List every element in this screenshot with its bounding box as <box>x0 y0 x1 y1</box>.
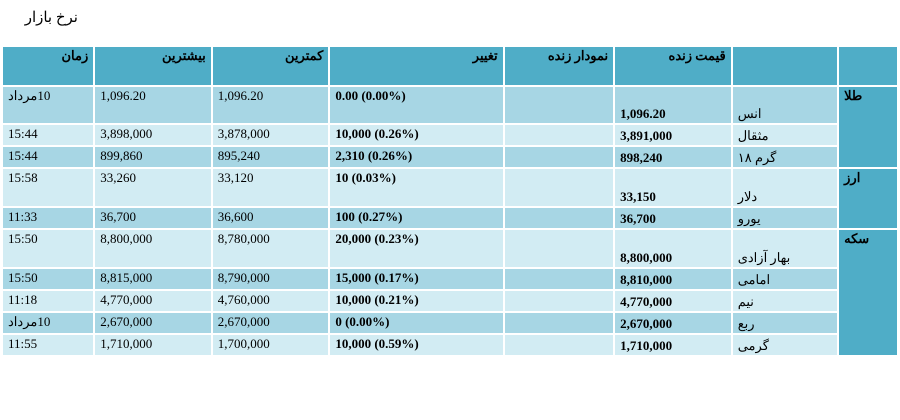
change-cell: 0.00 (0.00%) <box>330 87 503 123</box>
instrument-name: گرم ۱۸ <box>732 147 838 167</box>
table-row: 11:18 4,770,000 4,760,000 10,000 (0.21%) 4,7… <box>3 291 897 311</box>
change-cell: 10,000 (0.59%) <box>330 335 503 355</box>
header-time: زمان <box>3 47 94 85</box>
header-row: زمان بیشترین کمترین تغییر نمودار زنده قی… <box>3 47 897 85</box>
table-row: 10مرداد 1,096.20 1,096.20 0.00 (0.00%) 1,096… <box>3 87 897 167</box>
price-cell: 1,096.20 <box>615 87 731 123</box>
time-cell: 15:58 <box>3 169 94 206</box>
page-title: نرخ بازار <box>24 10 78 26</box>
low-cell: 895,240 <box>212 147 329 167</box>
time-cell: 10مرداد <box>3 87 94 123</box>
table-row: 11:33 36,700 36,600 100 (0.27%) 36,700 یورو <box>3 208 897 228</box>
header-name <box>732 47 838 85</box>
table-row: 11:55 1,710,000 1,700,000 10,000 (0.59%) 1,7… <box>3 335 897 355</box>
low-cell: 8,780,000 <box>212 230 329 267</box>
instrument-name: ربع <box>732 313 838 333</box>
price-cell: 4,770,000 <box>615 291 731 311</box>
header-chart: نمودار زنده <box>504 47 614 85</box>
instrument-name: گرمی <box>732 335 838 355</box>
price-cell: 8,810,000 <box>615 269 731 289</box>
low-cell: 36,600 <box>212 208 329 228</box>
live-chart-cell <box>504 230 614 267</box>
price-cell: 8,800,000 <box>615 230 731 267</box>
instrument-name: مثقال <box>732 125 838 145</box>
live-chart-cell <box>504 335 614 355</box>
high-cell: 1,710,000 <box>95 335 211 355</box>
price-cell: 33,150 <box>615 169 731 206</box>
high-cell: 36,700 <box>95 208 211 228</box>
time-cell: 15:44 <box>3 147 94 167</box>
price-cell: 898,240 <box>615 147 731 167</box>
table-row: 15:58 33,260 33,120 10 (0.03%) 33,150 دلار ارز <box>3 169 897 228</box>
change-cell: 10,000 (0.26%) <box>330 125 503 145</box>
instrument-name: امامی <box>732 269 838 289</box>
instrument-name: دلار <box>732 169 838 206</box>
table-row: 15:44 899,860 895,240 2,310 (0.26%) 898,240 گ… <box>3 147 897 167</box>
price-cell: 36,700 <box>615 208 731 228</box>
live-chart-cell <box>504 291 614 311</box>
low-cell: 1,700,000 <box>212 335 329 355</box>
high-cell: 1,096.20 <box>95 87 211 123</box>
high-cell: 8,815,000 <box>95 269 211 289</box>
category-currency: ارز <box>839 169 897 228</box>
price-cell: 3,891,000 <box>615 125 731 145</box>
high-cell: 4,770,000 <box>95 291 211 311</box>
table-row: 15:50 8,815,000 8,790,000 15,000 (0.17%) 8,8… <box>3 269 897 289</box>
table-row: 15:50 8,800,000 8,780,000 20,000 (0.23%) 8,8… <box>3 230 897 355</box>
time-cell: 15:50 <box>3 230 94 267</box>
high-cell: 899,860 <box>95 147 211 167</box>
low-cell: 3,878,000 <box>212 125 329 145</box>
time-cell: 10مرداد <box>3 313 94 333</box>
instrument-name: بهار آزادی <box>732 230 838 267</box>
instrument-name: انس <box>732 87 838 123</box>
change-cell: 100 (0.27%) <box>330 208 503 228</box>
category-coin: سکه <box>839 230 897 355</box>
instrument-name: نیم <box>732 291 838 311</box>
live-chart-cell <box>504 147 614 167</box>
live-chart-cell <box>504 269 614 289</box>
live-chart-cell <box>504 313 614 333</box>
low-cell: 4,760,000 <box>212 291 329 311</box>
price-cell: 2,670,000 <box>615 313 731 333</box>
live-chart-cell <box>504 87 614 123</box>
low-cell: 33,120 <box>212 169 329 206</box>
live-chart-cell <box>504 125 614 145</box>
header-change: تغییر <box>330 47 503 85</box>
live-chart-cell <box>504 208 614 228</box>
high-cell: 33,260 <box>95 169 211 206</box>
high-cell: 3,898,000 <box>95 125 211 145</box>
header-low: کمترین <box>212 47 329 85</box>
time-cell: 11:18 <box>3 291 94 311</box>
high-cell: 2,670,000 <box>95 313 211 333</box>
high-cell: 8,800,000 <box>95 230 211 267</box>
market-rates-table: زمان بیشترین کمترین تغییر نمودار زنده قی… <box>1 45 899 357</box>
price-cell: 1,710,000 <box>615 335 731 355</box>
change-cell: 20,000 (0.23%) <box>330 230 503 267</box>
change-cell: 0 (0.00%) <box>330 313 503 333</box>
table-row: 15:44 3,898,000 3,878,000 10,000 (0.26%) 3,8… <box>3 125 897 145</box>
change-cell: 10,000 (0.21%) <box>330 291 503 311</box>
change-cell: 15,000 (0.17%) <box>330 269 503 289</box>
category-gold: طلا <box>839 87 897 167</box>
change-cell: 2,310 (0.26%) <box>330 147 503 167</box>
time-cell: 15:50 <box>3 269 94 289</box>
live-chart-cell <box>504 169 614 206</box>
header-high: بیشترین <box>95 47 211 85</box>
low-cell: 1,096.20 <box>212 87 329 123</box>
time-cell: 11:55 <box>3 335 94 355</box>
header-price: قیمت زنده <box>615 47 731 85</box>
table-row: 10مرداد 2,670,000 2,670,000 0 (0.00%) 2,670,… <box>3 313 897 333</box>
time-cell: 15:44 <box>3 125 94 145</box>
low-cell: 8,790,000 <box>212 269 329 289</box>
low-cell: 2,670,000 <box>212 313 329 333</box>
header-category <box>839 47 897 85</box>
time-cell: 11:33 <box>3 208 94 228</box>
instrument-name: یورو <box>732 208 838 228</box>
change-cell: 10 (0.03%) <box>330 169 503 206</box>
